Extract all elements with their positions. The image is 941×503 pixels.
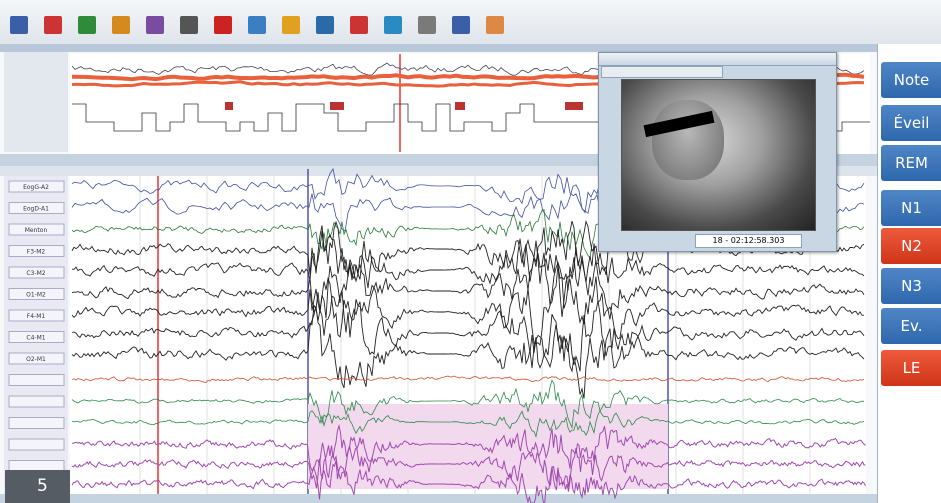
stage-button[interactable]: N3 <box>881 268 941 304</box>
stage-button[interactable]: N2 <box>881 228 941 264</box>
settings-bar <box>0 166 877 176</box>
patient-face <box>652 100 724 180</box>
channel-label-box <box>8 438 65 451</box>
toolbar-icon[interactable] <box>486 16 504 34</box>
toolbar-icon[interactable] <box>146 16 164 34</box>
hypnogram-labels <box>4 52 68 152</box>
toolbar <box>0 0 941 45</box>
channel-label-box <box>8 288 65 300</box>
channel-label-box <box>8 202 65 214</box>
channel-label-box <box>8 374 65 386</box>
channel-label: F3-M2 <box>27 249 46 256</box>
toolbar-icon[interactable] <box>180 16 198 34</box>
toolbar-icon[interactable] <box>112 16 130 34</box>
channel-label-box <box>8 223 65 236</box>
toolbar-icon[interactable] <box>10 16 28 34</box>
video-title-bar <box>599 53 836 66</box>
hypnogram-event <box>225 102 233 110</box>
video-frame <box>621 79 816 231</box>
toolbar-icon[interactable] <box>350 16 368 34</box>
channel-label: EogD-A1 <box>23 206 49 213</box>
signal-trace <box>71 410 865 438</box>
channel-label: Menton <box>25 227 48 234</box>
stage-button[interactable]: LE <box>881 350 941 386</box>
video-controls: 18 - 02:12:58.303 <box>603 233 832 248</box>
stage-button[interactable]: REM <box>881 145 941 181</box>
signal-trace <box>71 375 865 383</box>
toolbar-icon[interactable] <box>214 16 232 34</box>
toolbar-icon[interactable] <box>78 16 96 34</box>
hypnogram-event <box>455 102 465 110</box>
toolbar-icon[interactable] <box>384 16 402 34</box>
signal-trace <box>71 219 865 291</box>
channel-label: O1-M2 <box>26 292 46 299</box>
emg-highlight <box>308 404 668 489</box>
channel-label-box <box>8 395 65 408</box>
signal-trace <box>71 379 865 430</box>
channel-label-box <box>8 309 65 322</box>
channel-label: F4-M1 <box>27 313 46 320</box>
channel-label-box <box>8 245 65 257</box>
signal-trace <box>72 423 866 472</box>
toolbar-icon[interactable] <box>418 16 436 34</box>
channel-label: EogG-A2 <box>23 184 49 191</box>
stage-button[interactable]: N1 <box>881 190 941 226</box>
signal-trace <box>71 305 865 399</box>
toolbar-icon[interactable] <box>248 16 266 34</box>
signal-trace <box>71 460 866 503</box>
figure-number: 5 <box>5 470 70 503</box>
signal-trace <box>71 290 865 372</box>
channel-label-box <box>8 417 65 429</box>
stage-button[interactable]: Éveil <box>881 105 941 141</box>
stage-panel: Note Éveil REM N1 N2 N3 Ev. LE <box>877 44 941 503</box>
toolbar-icon[interactable] <box>282 16 300 34</box>
signal-trace <box>71 261 865 346</box>
signal-trace <box>71 220 865 283</box>
toolbar-icon[interactable] <box>316 16 334 34</box>
video-window: 18 - 02:12:58.303 <box>598 52 837 252</box>
bottom-bar <box>0 494 877 503</box>
video-timestamp: 18 - 02:12:58.303 <box>695 234 802 248</box>
channel-label-box <box>8 180 65 193</box>
channel-label-box <box>8 266 65 279</box>
toolbar-icon[interactable] <box>452 16 470 34</box>
stage-button[interactable]: Ev. <box>881 308 941 344</box>
channel-label: C4-M1 <box>26 335 45 342</box>
signal-trace <box>71 252 865 320</box>
hypnogram-event <box>565 102 583 110</box>
channel-label-box <box>8 331 65 343</box>
channel-label: O2-M1 <box>26 356 46 363</box>
camera-selector[interactable] <box>601 66 723 78</box>
channel-label-box <box>8 352 65 365</box>
channel-label: C3-M2 <box>26 270 45 277</box>
hypnogram-header <box>0 44 877 52</box>
toolbar-icon[interactable] <box>44 16 62 34</box>
hypnogram-event <box>330 102 344 110</box>
stage-button[interactable]: Note <box>881 62 941 98</box>
signal-trace <box>71 445 866 492</box>
